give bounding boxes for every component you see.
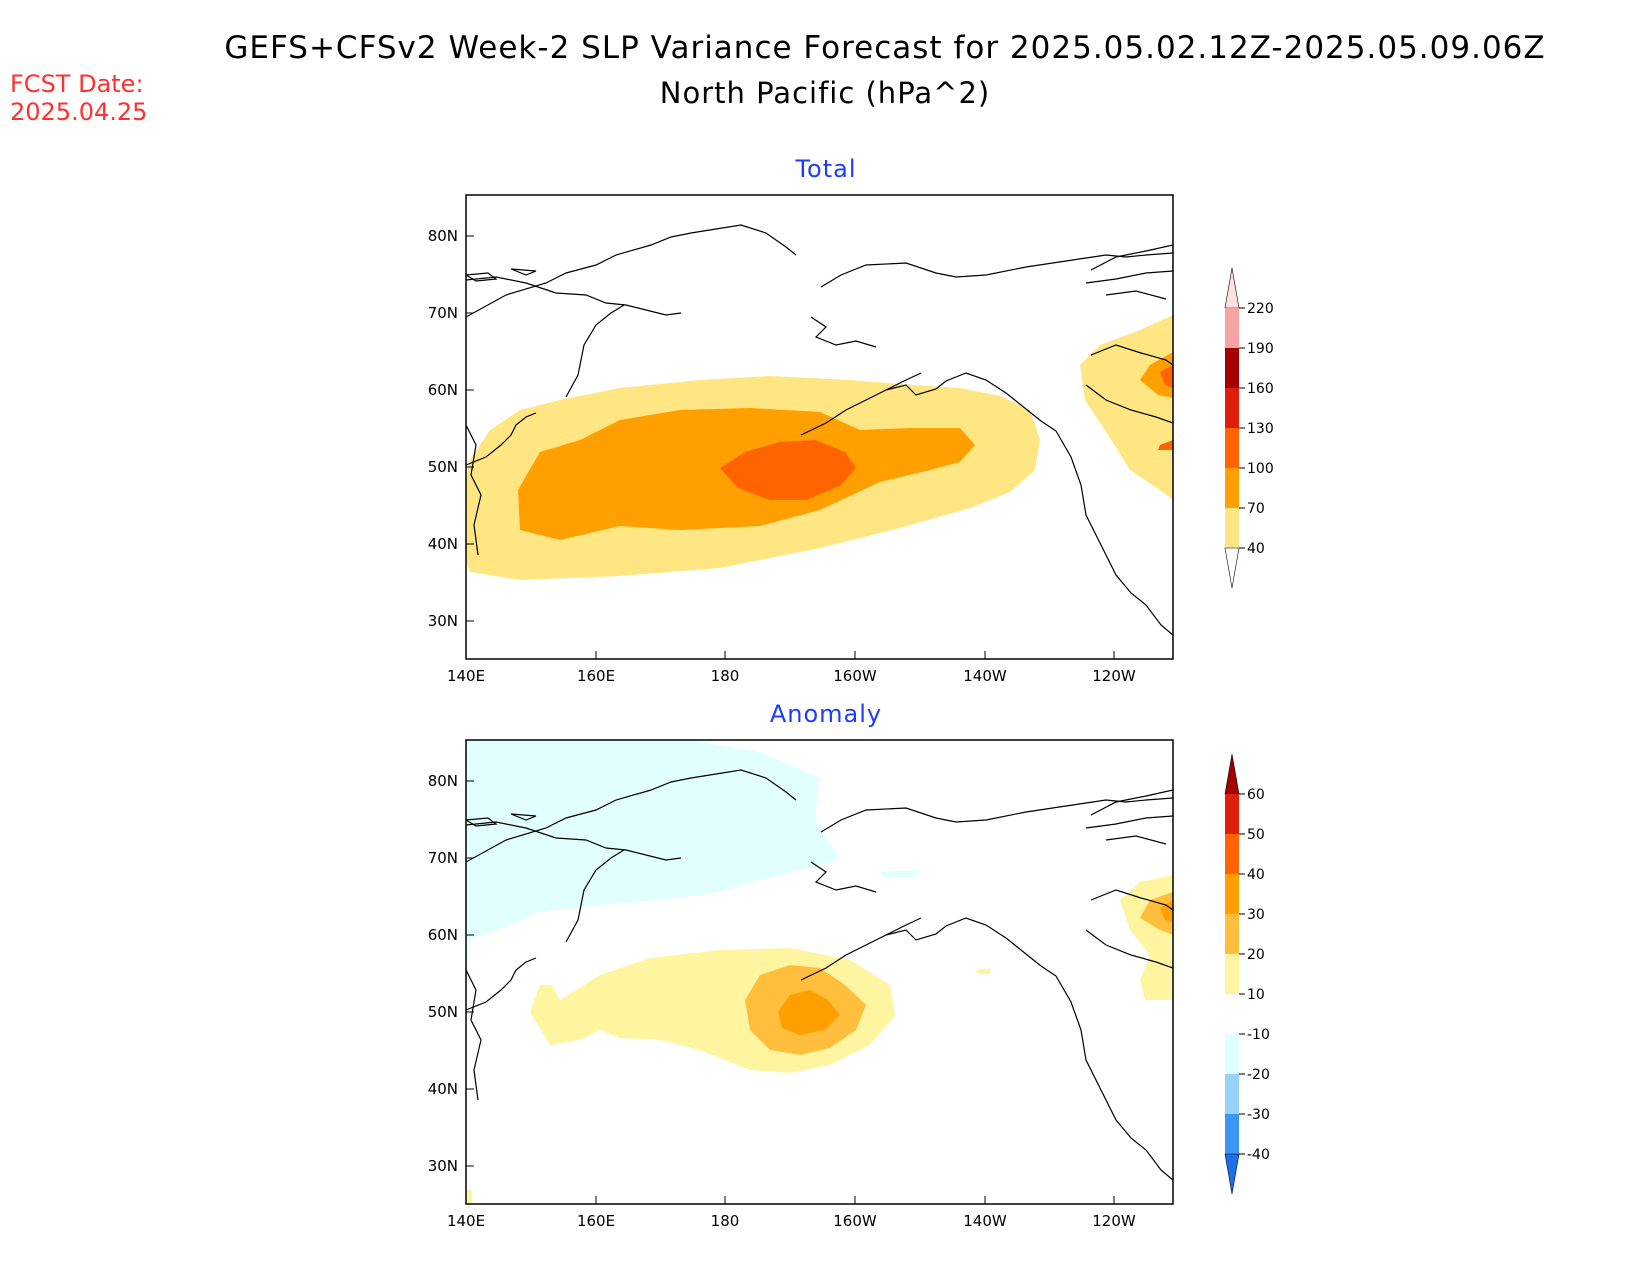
lat-label: 80N (428, 772, 458, 790)
cb-total-swatch (1225, 428, 1239, 468)
lat-label: 60N (428, 926, 458, 944)
cb-anomaly-swatch (1225, 1034, 1239, 1074)
contour-total-100-east (1160, 365, 1173, 388)
panel-title-anomaly: Anomaly (770, 700, 882, 728)
lat-label: 30N (428, 1157, 458, 1175)
cb-anomaly-label: 50 (1247, 827, 1265, 843)
lat-label: 70N (428, 849, 458, 867)
cb-anomaly-swatch (1225, 874, 1239, 914)
cb-anomaly-label: 40 (1247, 867, 1265, 883)
cb-total-label: 160 (1247, 381, 1274, 397)
contour-total-100 (720, 440, 856, 500)
cb-anomaly-swatch (1225, 954, 1239, 994)
cb-anomaly-label: 10 (1247, 987, 1265, 1003)
fcst-label: FCST Date: (10, 70, 144, 98)
lon-label: 120W (1092, 667, 1136, 685)
total-frame (465, 194, 1174, 660)
anomaly-lon-axis: 140E 160E 180 160W 140W 120W (447, 1196, 1136, 1230)
contour-anomaly-30 (778, 990, 840, 1035)
cb-anomaly-label: -30 (1247, 1107, 1270, 1123)
lon-label: 140W (963, 1212, 1007, 1230)
total-map (466, 195, 1173, 659)
cb-anomaly-swatch (1225, 794, 1239, 834)
subtitle: North Pacific (hPa^2) (659, 76, 991, 110)
cb-total-swatch (1225, 388, 1239, 428)
lat-label: 40N (428, 535, 458, 553)
cb-anomaly-label: -40 (1247, 1147, 1270, 1163)
lat-label: 80N (428, 227, 458, 245)
cb-anomaly-label: -20 (1247, 1067, 1270, 1083)
lon-label: 140E (447, 667, 485, 685)
total-lat-axis: 80N 70N 60N 50N 40N 30N (428, 227, 474, 630)
cb-total-swatch (1225, 508, 1239, 548)
lat-label: 30N (428, 612, 458, 630)
contour-total-70-east (1140, 352, 1173, 398)
contour-anomaly-east-20 (1140, 892, 1173, 935)
cb-anomaly-swatch (1225, 994, 1239, 1034)
cb-total-label: 40 (1247, 541, 1265, 557)
lat-label: 70N (428, 304, 458, 322)
cb-total-label: 70 (1247, 501, 1265, 517)
lat-label: 60N (428, 381, 458, 399)
cb-total-swatch (1225, 308, 1239, 348)
lon-label: 160E (577, 1212, 615, 1230)
cb-total-label: 100 (1247, 461, 1274, 477)
lon-label: 180 (711, 667, 740, 685)
contour-total-40-east (1080, 315, 1173, 500)
total-colorbar: 220 190 160 130 100 70 40 (1224, 267, 1274, 589)
total-lon-axis: 140E 160E 180 160W 140W 120W (447, 651, 1136, 685)
cb-total-swatch (1225, 348, 1239, 388)
cb-anomaly-swatch (1225, 1074, 1239, 1114)
lat-label: 50N (428, 458, 458, 476)
cb-total-label: 190 (1247, 341, 1274, 357)
lon-label: 160W (833, 667, 877, 685)
anomaly-map (466, 740, 1173, 1204)
lon-label: 140E (447, 1212, 485, 1230)
cb-anomaly-swatch (1225, 1114, 1239, 1154)
lat-label: 50N (428, 1003, 458, 1021)
anomaly-colorbar: 60 50 40 30 20 10 -10 -20 -30 -40 (1224, 753, 1270, 1195)
contour-anomaly-east-30 (1160, 900, 1173, 922)
main-title: GEFS+CFSv2 Week-2 SLP Variance Forecast … (224, 30, 1546, 66)
cb-anomaly-label: 60 (1247, 787, 1265, 803)
lon-label: 120W (1092, 1212, 1136, 1230)
lon-label: 160W (833, 1212, 877, 1230)
cb-anomaly-label: 20 (1247, 947, 1265, 963)
lon-label: 140W (963, 667, 1007, 685)
anomaly-lat-axis: 80N 70N 60N 50N 40N 30N (428, 772, 474, 1175)
cb-anomaly-swatch (1225, 914, 1239, 954)
cb-total-label: 130 (1247, 421, 1274, 437)
cb-anomaly-label: -10 (1247, 1027, 1270, 1043)
fcst-date: 2025.04.25 (10, 98, 148, 126)
cb-total-swatch (1225, 468, 1239, 508)
panel-title-total: Total (794, 155, 856, 183)
lon-label: 160E (577, 667, 615, 685)
cb-total-label: 220 (1247, 301, 1274, 317)
contour-anomaly-neg (466, 740, 840, 1000)
anomaly-frame (465, 739, 1174, 1205)
cb-anomaly-label: 30 (1247, 907, 1265, 923)
cb-anomaly-swatch (1225, 834, 1239, 874)
lon-label: 180 (711, 1212, 740, 1230)
lat-label: 40N (428, 1080, 458, 1098)
